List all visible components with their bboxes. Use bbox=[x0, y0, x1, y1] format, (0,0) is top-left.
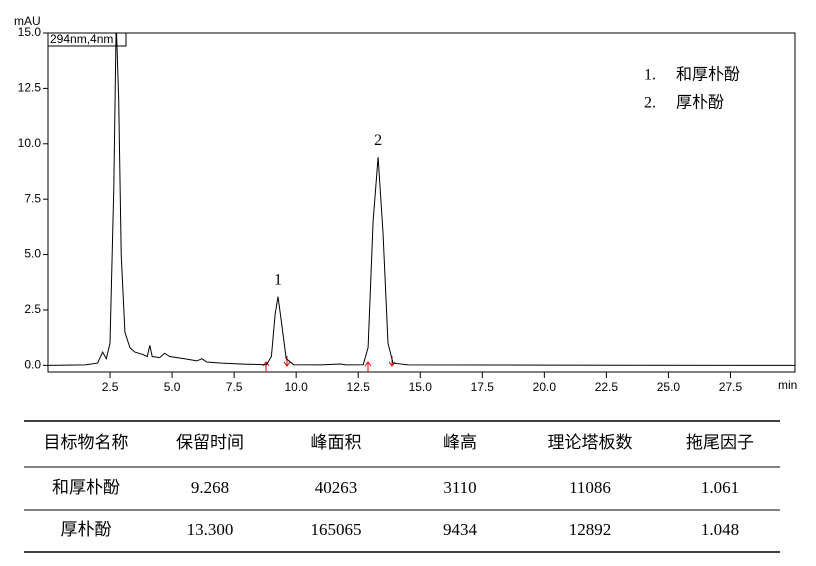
table-header: 理论塔板数 bbox=[548, 433, 633, 452]
y-label: mAU bbox=[14, 14, 41, 28]
peak-label: 1 bbox=[274, 271, 282, 288]
legend-num: 2. bbox=[644, 95, 656, 112]
x-tick-label: 12.5 bbox=[347, 380, 371, 394]
table-header: 拖尾因子 bbox=[686, 433, 754, 452]
table-cell: 和厚朴酚 bbox=[52, 478, 120, 497]
x-tick-label: 5.0 bbox=[164, 380, 181, 394]
y-tick-label: 15.0 bbox=[18, 25, 42, 39]
x-tick-label: 7.5 bbox=[226, 380, 243, 394]
peak-label: 2 bbox=[374, 132, 382, 149]
x-tick-label: 10.0 bbox=[284, 380, 308, 394]
legend-text: 厚朴酚 bbox=[676, 94, 724, 112]
table-header: 峰高 bbox=[443, 433, 477, 452]
table-header: 峰面积 bbox=[311, 433, 362, 452]
y-tick-label: 5.0 bbox=[24, 247, 41, 261]
x-tick-label: 27.5 bbox=[719, 380, 743, 394]
table-cell: 11086 bbox=[569, 478, 611, 497]
x-tick-label: 20.0 bbox=[533, 380, 557, 394]
x-tick-label: 25.0 bbox=[657, 380, 681, 394]
legend-text: 和厚朴酚 bbox=[676, 66, 740, 84]
channel-box bbox=[47, 32, 127, 47]
x-tick-label: 22.5 bbox=[595, 380, 619, 394]
x-tick-label: 17.5 bbox=[471, 380, 495, 394]
legend-num: 1. bbox=[644, 67, 656, 84]
table-cell: 9434 bbox=[443, 520, 478, 539]
x-tick-label: 2.5 bbox=[102, 380, 119, 394]
y-tick-label: 7.5 bbox=[24, 191, 41, 205]
table-cell: 40263 bbox=[315, 478, 358, 497]
integration-marks bbox=[262, 356, 396, 372]
table-header: 保留时间 bbox=[176, 433, 244, 452]
table-cell: 13.300 bbox=[187, 520, 234, 539]
chromatogram-trace bbox=[48, 33, 795, 366]
plot-frame bbox=[47, 32, 796, 373]
x-tick-label: 15.0 bbox=[409, 380, 433, 394]
table-cell: 厚朴酚 bbox=[61, 520, 112, 539]
y-tick-label: 12.5 bbox=[18, 81, 42, 95]
table-cell: 1.048 bbox=[701, 520, 739, 539]
y-tick-label: 0.0 bbox=[24, 358, 41, 372]
x-unit: min bbox=[778, 378, 797, 392]
y-tick-label: 10.0 bbox=[18, 136, 42, 150]
table-header: 目标物名称 bbox=[44, 433, 129, 452]
table-cell: 165065 bbox=[311, 520, 362, 539]
y-tick-label: 2.5 bbox=[24, 302, 41, 316]
table-cell: 9.268 bbox=[191, 478, 229, 497]
table-cell: 12892 bbox=[569, 520, 612, 539]
table-cell: 1.061 bbox=[701, 478, 739, 497]
table-cell: 3110 bbox=[443, 478, 476, 497]
channel-label: 294nm,4nm bbox=[50, 32, 113, 46]
